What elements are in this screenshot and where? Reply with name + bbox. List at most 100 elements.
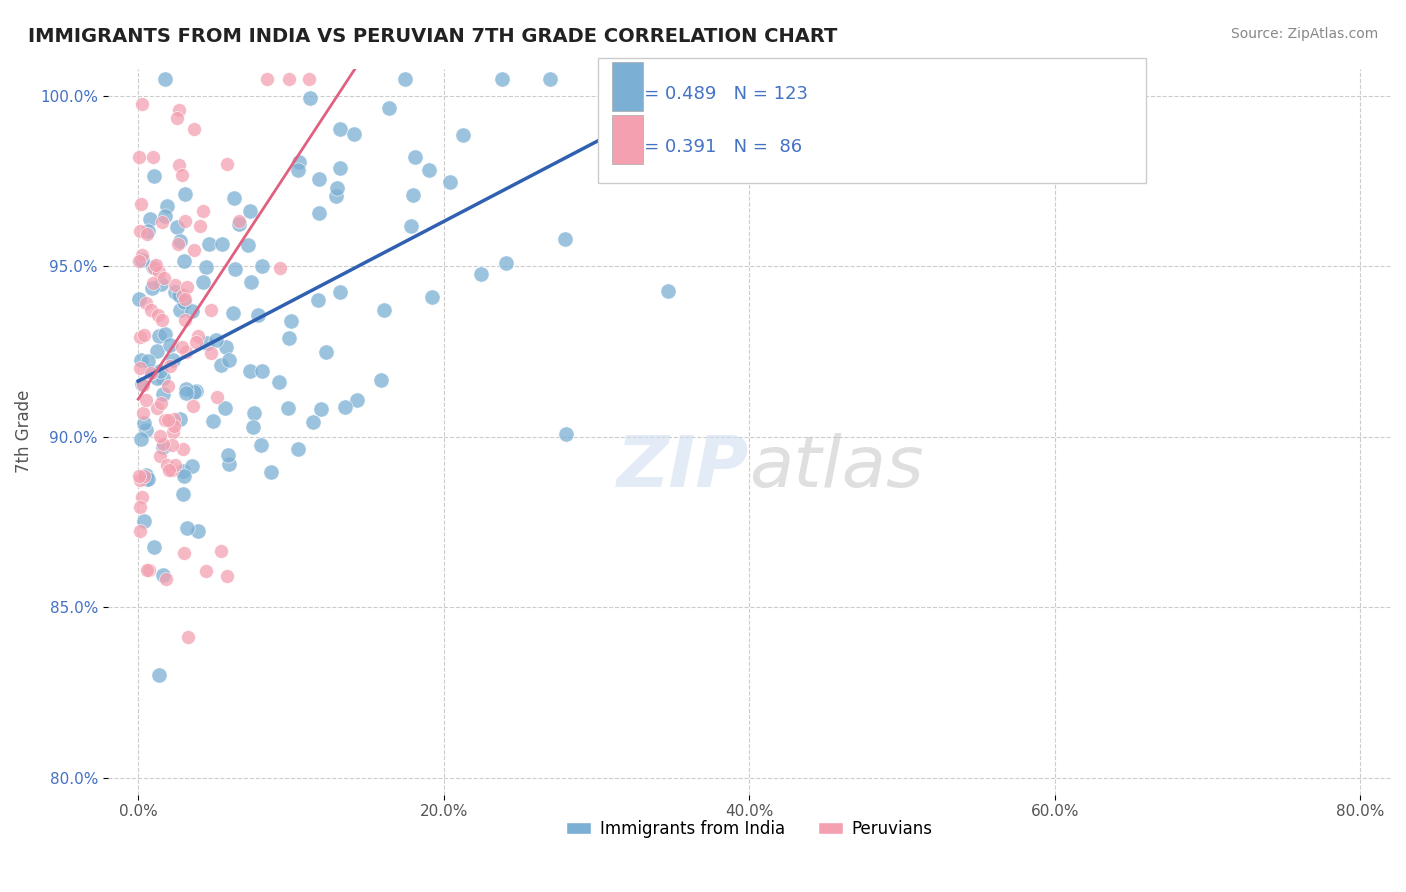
Peruvians <box>167 158 190 172</box>
Peruvians <box>149 396 172 410</box>
Peruvians <box>132 377 155 392</box>
Immigrants from India <box>146 344 169 359</box>
Peruvians <box>149 429 172 443</box>
Peruvians <box>217 156 239 170</box>
Immigrants from India <box>149 364 172 378</box>
Peruvians <box>131 248 153 262</box>
Peruvians <box>160 438 183 452</box>
Peruvians <box>166 237 188 252</box>
Immigrants from India <box>287 162 309 177</box>
Immigrants from India <box>228 217 250 231</box>
Peruvians <box>128 253 150 268</box>
Immigrants from India <box>191 275 214 289</box>
Peruvians <box>173 546 195 560</box>
Y-axis label: 7th Grade: 7th Grade <box>15 390 32 474</box>
Immigrants from India <box>495 256 517 270</box>
Immigrants from India <box>329 121 352 136</box>
Peruvians <box>141 303 163 318</box>
Immigrants from India <box>162 352 184 367</box>
Immigrants from India <box>152 568 174 582</box>
Peruvians <box>132 469 155 483</box>
Peruvians <box>173 313 195 327</box>
Peruvians <box>150 313 173 327</box>
Peruvians <box>277 71 299 86</box>
Immigrants from India <box>299 91 322 105</box>
Peruvians <box>128 469 150 483</box>
Immigrants from India <box>145 370 167 384</box>
Immigrants from India <box>181 304 204 318</box>
Immigrants from India <box>308 206 330 220</box>
Immigrants from India <box>404 150 426 164</box>
Immigrants from India <box>169 235 191 249</box>
Peruvians <box>194 564 217 578</box>
Text: IMMIGRANTS FROM INDIA VS PERUVIAN 7TH GRADE CORRELATION CHART: IMMIGRANTS FROM INDIA VS PERUVIAN 7TH GR… <box>28 27 838 45</box>
Immigrants from India <box>184 384 207 399</box>
Peruvians <box>170 340 193 354</box>
Peruvians <box>228 214 250 228</box>
Peruvians <box>215 569 238 583</box>
Peruvians <box>156 413 179 427</box>
Immigrants from India <box>195 260 218 275</box>
Immigrants from India <box>152 440 174 454</box>
Immigrants from India <box>218 457 240 471</box>
Peruvians <box>200 345 222 359</box>
Immigrants from India <box>373 302 395 317</box>
Immigrants from India <box>302 415 325 429</box>
Peruvians <box>129 500 152 514</box>
Peruvians <box>153 271 176 285</box>
Immigrants from India <box>131 376 153 391</box>
Immigrants from India <box>163 285 186 300</box>
Immigrants from India <box>148 329 170 343</box>
Immigrants from India <box>153 71 176 86</box>
Peruvians <box>142 276 165 290</box>
Peruvians <box>149 449 172 463</box>
Immigrants from India <box>198 237 221 252</box>
Text: Source: ZipAtlas.com: Source: ZipAtlas.com <box>1230 27 1378 41</box>
Immigrants from India <box>173 294 195 309</box>
Peruvians <box>128 360 150 375</box>
Immigrants from India <box>329 285 352 300</box>
Peruvians <box>209 543 232 558</box>
Immigrants from India <box>399 219 422 234</box>
Immigrants from India <box>277 401 299 416</box>
Peruvians <box>174 214 197 228</box>
Peruvians <box>148 308 170 322</box>
Peruvians <box>135 296 157 310</box>
Immigrants from India <box>201 414 224 428</box>
Immigrants from India <box>288 154 311 169</box>
Immigrants from India <box>152 387 174 401</box>
Immigrants from India <box>156 199 179 213</box>
Peruvians <box>159 359 181 373</box>
Immigrants from India <box>260 465 283 479</box>
Immigrants from India <box>538 71 561 86</box>
Peruvians <box>184 334 207 349</box>
Immigrants from India <box>172 465 194 479</box>
Peruvians <box>176 280 198 294</box>
Text: R = 0.489   N = 123: R = 0.489 N = 123 <box>626 85 807 103</box>
Immigrants from India <box>174 186 197 201</box>
Peruvians <box>188 219 211 233</box>
Peruvians <box>146 401 169 415</box>
Immigrants from India <box>657 285 679 299</box>
Peruvians <box>155 572 177 586</box>
Legend: Immigrants from India, Peruvians: Immigrants from India, Peruvians <box>560 814 939 845</box>
Immigrants from India <box>269 375 291 389</box>
Immigrants from India <box>402 188 425 202</box>
Peruvians <box>163 458 186 472</box>
Immigrants from India <box>152 370 174 384</box>
Peruvians <box>148 264 170 278</box>
Peruvians <box>131 491 153 505</box>
Peruvians <box>207 390 229 404</box>
Immigrants from India <box>169 303 191 318</box>
Immigrants from India <box>135 471 157 485</box>
Immigrants from India <box>142 541 165 555</box>
Peruvians <box>129 524 152 539</box>
Peruvians <box>141 367 163 381</box>
Peruvians <box>172 442 194 457</box>
Immigrants from India <box>169 412 191 426</box>
Immigrants from India <box>205 333 228 347</box>
Immigrants from India <box>209 358 232 372</box>
Text: R = 0.391   N =  86: R = 0.391 N = 86 <box>626 138 801 156</box>
Peruvians <box>183 122 205 136</box>
Immigrants from India <box>343 127 366 141</box>
